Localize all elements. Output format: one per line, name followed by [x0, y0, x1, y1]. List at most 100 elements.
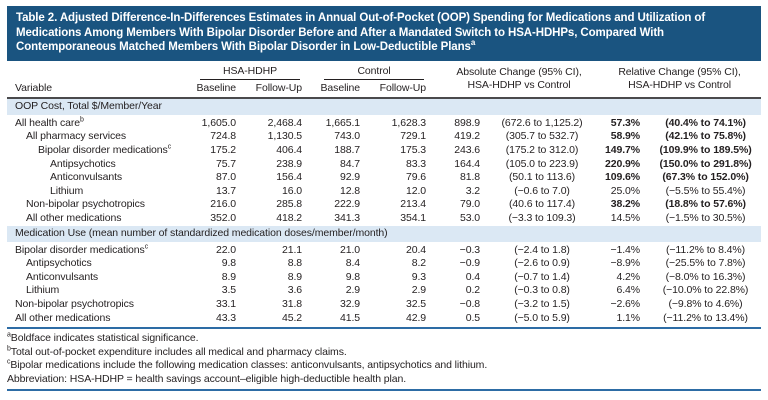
row-label: All other medications [7, 212, 192, 226]
cell-relative-change: 6.4% [616, 284, 641, 297]
col-header-baseline-hsa: Baseline [192, 79, 250, 99]
cell-control-followup: 32.5 [405, 297, 427, 310]
cell-control-followup: 729.1 [400, 130, 427, 143]
table-row: Antipsychotics 9.8 8.8 8.4 8.2 −0.9 (−2.6 to 0… [7, 257, 761, 271]
cell-hsa-followup: 3.6 [287, 284, 303, 297]
cell-relative-change: 14.5% [610, 211, 641, 224]
section-header: Medication Use (mean number of standardi… [7, 225, 762, 242]
table-row: All health careb 1,605.0 2,468.4 1,665.1 1,6… [7, 115, 761, 131]
cell-control-baseline: 84.7 [339, 157, 361, 170]
cell-control-followup: 175.3 [400, 143, 427, 156]
footnote: cBipolar medications include the followi… [7, 359, 761, 373]
table-row: Lithium 13.7 16.0 12.8 12.0 3.2 (−0.6 to 7.0) 2… [7, 185, 761, 199]
cell-absolute-ci: (105.0 to 223.9) [505, 157, 579, 170]
footnote-text: Boldface indicates statistical significa… [10, 332, 199, 345]
cell-relative-ci: (−25.5% to 7.8%) [665, 257, 746, 270]
row-label: All health careb [7, 115, 192, 131]
cell-relative-ci: (150.0% to 291.8%) [659, 157, 752, 170]
row-label: Bipolar disorder medicationsc [7, 242, 192, 258]
col-group-hsa-hdhp-label: HSA-HDHP [200, 65, 301, 80]
cell-absolute-change: 164.4 [454, 157, 481, 170]
cell-relative-ci: (42.1% to 75.8%) [665, 130, 746, 143]
row-label-text: Lithium [26, 284, 60, 297]
cell-relative-change: 220.9% [605, 157, 641, 170]
cell-relative-change: 149.7% [605, 143, 641, 156]
did-estimates-table: Variable HSA-HDHP Control Absolute Chang… [7, 63, 762, 326]
cell-relative-change: −2.6% [610, 297, 641, 310]
cell-hsa-baseline: 8.9 [221, 270, 236, 283]
row-label-text: All health care [15, 116, 81, 129]
col-header-followup-control: Follow-Up [374, 79, 441, 99]
cell-absolute-ci: (−2.4 to 1.8) [514, 243, 570, 256]
cell-relative-ci: (−10.0% to 22.8%) [662, 284, 749, 297]
cell-relative-ci: (−11.2% to 13.4%) [663, 311, 748, 324]
table-title-text: Table 2. Adjusted Difference-In-Differen… [16, 12, 706, 54]
cell-control-followup: 20.4 [405, 243, 427, 256]
cell-relative-change: −8.9% [610, 257, 641, 270]
footnote: bTotal out-of-pocket expenditure include… [7, 345, 761, 360]
col-group-control-label: Control [324, 65, 425, 80]
col-group-hsa-hdhp: HSA-HDHP [192, 64, 316, 80]
cell-control-baseline: 12.8 [339, 184, 361, 197]
table-row: Bipolar disorder medicationsc 22.0 21.1 21.… [7, 242, 761, 258]
bottom-rule [7, 389, 761, 392]
row-label: All other medications [7, 312, 192, 326]
table-header: Variable HSA-HDHP Control Absolute Chang… [7, 63, 762, 99]
cell-relative-ci: (18.8% to 57.6%) [665, 198, 746, 211]
row-label-text: All other medications [26, 211, 122, 224]
cell-relative-change: 1.1% [616, 311, 641, 324]
cell-hsa-followup: 1,130.5 [267, 130, 303, 143]
table-figure: Table 2. Adjusted Difference-In-Differen… [7, 0, 762, 392]
cell-relative-change: 4.2% [616, 270, 641, 283]
cell-absolute-ci: (−3.2 to 1.5) [514, 297, 570, 310]
relative-change-line1: Relative Change (95% CI), [618, 66, 741, 79]
cell-absolute-ci: (−0.3 to 0.8) [514, 284, 570, 297]
cell-hsa-baseline: 43.3 [215, 311, 236, 324]
cell-absolute-ci: (−2.6 to 0.9) [514, 257, 570, 270]
cell-control-followup: 42.9 [405, 311, 427, 324]
cell-absolute-change: 0.4 [465, 270, 481, 283]
footnote-superscript: c [7, 358, 11, 366]
row-label-superscript: c [167, 143, 172, 151]
cell-hsa-baseline: 352.0 [210, 211, 236, 224]
row-label-superscript: b [80, 116, 84, 124]
cell-absolute-ci: (175.2 to 312.0) [505, 143, 579, 156]
table-title: Table 2. Adjusted Difference-In-Differen… [7, 6, 761, 61]
col-header-absolute-change: Absolute Change (95% CI), HSA-HDHP vs Co… [440, 63, 599, 99]
row-label-text: Lithium [50, 184, 84, 197]
cell-hsa-baseline: 175.2 [210, 143, 236, 156]
footnote-text: Bipolar medications include the followin… [10, 359, 488, 372]
cell-absolute-ci: (40.6 to 117.4) [509, 198, 576, 211]
cell-relative-ci: (40.4% to 74.1%) [665, 116, 746, 129]
cell-hsa-baseline: 1,605.0 [201, 116, 236, 129]
cell-absolute-change: 0.2 [465, 284, 481, 297]
cell-control-baseline: 41.5 [339, 311, 361, 324]
table-row: All other medications 352.0 418.2 341.3 354.… [7, 212, 761, 226]
cell-control-baseline: 341.3 [334, 211, 361, 224]
row-label-text: Antipsychotics [50, 157, 116, 170]
col-header-variable: Variable [7, 63, 192, 99]
cell-absolute-change: 419.2 [454, 130, 481, 143]
cell-absolute-change: 243.6 [454, 143, 481, 156]
cell-absolute-ci: (−5.0 to 5.9) [514, 311, 570, 324]
cell-hsa-followup: 2,468.4 [267, 116, 303, 129]
cell-control-followup: 1,628.3 [391, 116, 427, 129]
table-row: Anticonvulsants 87.0 156.4 92.9 79.6 81.8 (50.… [7, 171, 761, 185]
row-label-text: Antipsychotics [26, 257, 92, 270]
cell-control-baseline: 743.0 [334, 130, 361, 143]
cell-hsa-followup: 406.4 [276, 143, 303, 156]
cell-hsa-followup: 285.8 [276, 198, 303, 211]
cell-absolute-change: 79.0 [459, 198, 481, 211]
footnote: Abbreviation: HSA-HDHP = health savings … [7, 373, 761, 387]
row-label: Lithium [7, 185, 192, 199]
row-label-superscript: c [144, 243, 149, 251]
table-row: Non-bipolar psychotropics 216.0 285.8 222.9… [7, 198, 761, 212]
table-row: Anticonvulsants 8.9 8.9 9.8 9.3 0.4 (−0.7 to 1… [7, 271, 761, 285]
cell-control-followup: 9.3 [411, 270, 427, 283]
cell-hsa-baseline: 22.0 [215, 243, 236, 256]
cell-hsa-followup: 418.2 [276, 211, 303, 224]
footnote-superscript: b [7, 345, 11, 353]
cell-absolute-ci: (50.1 to 113.6) [509, 171, 576, 184]
col-header-baseline-control: Baseline [316, 79, 375, 99]
table-row: Antipsychotics 75.7 238.9 84.7 83.3 164.4 (105… [7, 158, 761, 172]
